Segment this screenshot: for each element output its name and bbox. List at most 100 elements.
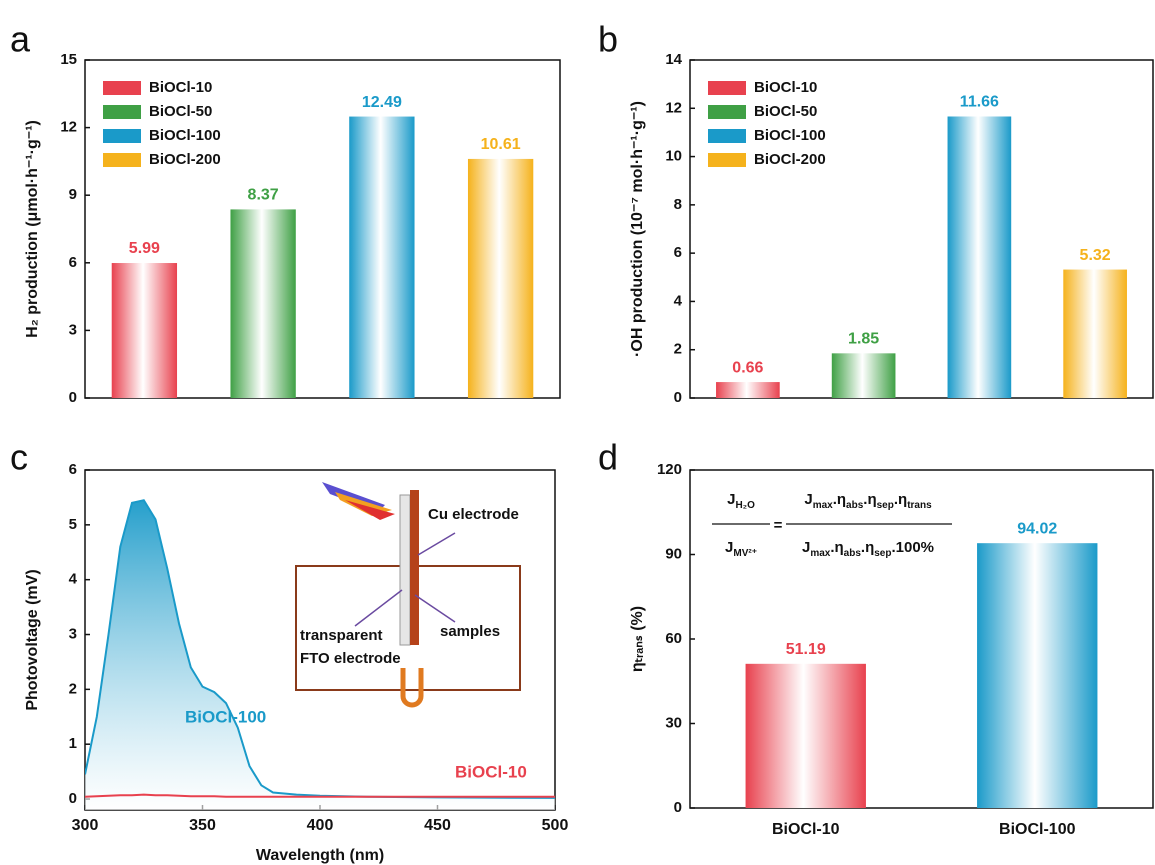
bar [349, 116, 415, 399]
panel-label: d [598, 437, 618, 478]
y-tick-label: 0 [674, 799, 682, 816]
legend-swatch [103, 153, 141, 167]
x-tick-label: BiOCl-100 [999, 821, 1076, 838]
fto-electrode [399, 494, 411, 646]
formula-text: J [725, 539, 733, 556]
value-label: 10.61 [481, 136, 521, 153]
x-tick-label: 400 [307, 817, 334, 834]
formula-subscript: abs [846, 500, 864, 511]
bar [947, 116, 1012, 398]
value-label: 51.19 [786, 641, 826, 658]
formula-text: J [727, 491, 735, 508]
legend-swatch [103, 129, 141, 143]
annotation: Cu electrode [428, 506, 519, 523]
formula-subscript: sep [874, 548, 891, 559]
y-tick-label: 6 [674, 244, 682, 261]
formula-term: Jmax.ηabs.ηsep.100% [802, 539, 934, 559]
value-label: 1.85 [848, 331, 879, 348]
y-axis-label: ·OH production (10⁻⁷ mol·h⁻¹·g⁻¹) [629, 101, 646, 357]
y-tick-label: 2 [674, 341, 682, 358]
cu-electrode [410, 490, 419, 645]
area [85, 500, 555, 810]
annotation: transparent [300, 627, 383, 644]
panel-label: b [598, 19, 618, 60]
bar [745, 663, 866, 808]
y-tick-label: 6 [69, 461, 77, 478]
formula-subscript: trans [907, 500, 932, 511]
formula-subscript: max [810, 548, 830, 559]
y-tick-label: 12 [60, 119, 77, 136]
pointer [414, 594, 456, 623]
y-tick-label: 2 [69, 680, 77, 697]
legend-label: BiOCl-100 [754, 127, 826, 144]
formula-subscript: MV²⁺ [733, 548, 757, 559]
y-tick-label: 9 [69, 186, 77, 203]
formula-text: .η [833, 491, 846, 508]
y-tick-label: 120 [657, 461, 682, 478]
formula-text: .η [894, 491, 907, 508]
y-tick-label: 0 [69, 389, 77, 406]
formula-text: J [802, 539, 810, 556]
formula-text: .η [830, 539, 843, 556]
legend-label: BiOCl-200 [149, 151, 221, 168]
y-tick-label: 3 [69, 625, 77, 642]
light-beam [345, 500, 395, 520]
bar [111, 263, 178, 398]
series-label: BiOCl-10 [455, 762, 527, 781]
bar [230, 209, 296, 398]
inset-diagram: Cu electrode transparent FTO electrode s… [295, 482, 521, 708]
legend-label: BiOCl-200 [754, 151, 826, 168]
legend-swatch [708, 105, 746, 119]
legend-swatch [708, 81, 746, 95]
formula-term: JMV²⁺ [725, 539, 757, 559]
value-label: 11.66 [960, 94, 999, 111]
line [85, 793, 555, 798]
y-tick-label: 30 [665, 714, 682, 731]
y-tick-label: 60 [665, 630, 682, 647]
legend-label: BiOCl-10 [754, 79, 817, 96]
y-tick-label: 4 [674, 292, 683, 309]
formula-subscript: max [813, 500, 833, 511]
x-tick-label: 300 [72, 817, 99, 834]
x-axis-label: Wavelength (nm) [256, 847, 384, 864]
y-tick-label: 4 [69, 571, 78, 588]
value-label: 0.66 [732, 359, 763, 376]
annotation: samples [440, 623, 500, 640]
y-tick-label: 10 [665, 148, 682, 165]
formula-term: JH₂O [727, 491, 755, 511]
panel-label: c [10, 437, 28, 478]
series-label: BiOCl-100 [185, 707, 266, 726]
y-tick-label: 15 [60, 51, 77, 68]
bar [716, 382, 780, 398]
value-label: 94.02 [1017, 520, 1057, 537]
formula-subscript: sep [877, 500, 894, 511]
bar [467, 158, 534, 398]
formula-term: Jmax.ηabs.ηsep.ηtrans [804, 491, 932, 511]
legend-label: BiOCl-100 [149, 127, 221, 144]
x-tick-label: BiOCl-10 [772, 821, 840, 838]
y-tick-label: 14 [665, 51, 682, 68]
formula-equals: = [774, 517, 783, 534]
y-tick-label: 3 [69, 321, 77, 338]
line [85, 499, 555, 799]
value-label: 5.99 [129, 240, 160, 257]
legend-swatch [708, 153, 746, 167]
y-axis-label: Photovoltage (mV) [24, 569, 41, 710]
bar [977, 543, 1098, 808]
formula-subscript: H₂O [735, 500, 755, 511]
plot-frame [84, 59, 561, 399]
value-label: 12.49 [362, 94, 402, 111]
legend-label: BiOCl-10 [149, 79, 212, 96]
y-axis-label: ηₜᵣₐₙₛ (%) [629, 606, 646, 672]
legend-swatch [708, 129, 746, 143]
pointer [354, 589, 403, 627]
x-tick-label: 450 [424, 817, 451, 834]
connector [400, 668, 424, 708]
y-tick-label: 5 [69, 516, 77, 533]
panel-label: a [10, 19, 31, 60]
y-tick-label: 8 [674, 196, 682, 213]
formula-text: J [804, 491, 812, 508]
y-tick-label: 1 [69, 735, 77, 752]
y-axis-label: H₂ production (μmol·h⁻¹·g⁻¹) [24, 120, 41, 338]
